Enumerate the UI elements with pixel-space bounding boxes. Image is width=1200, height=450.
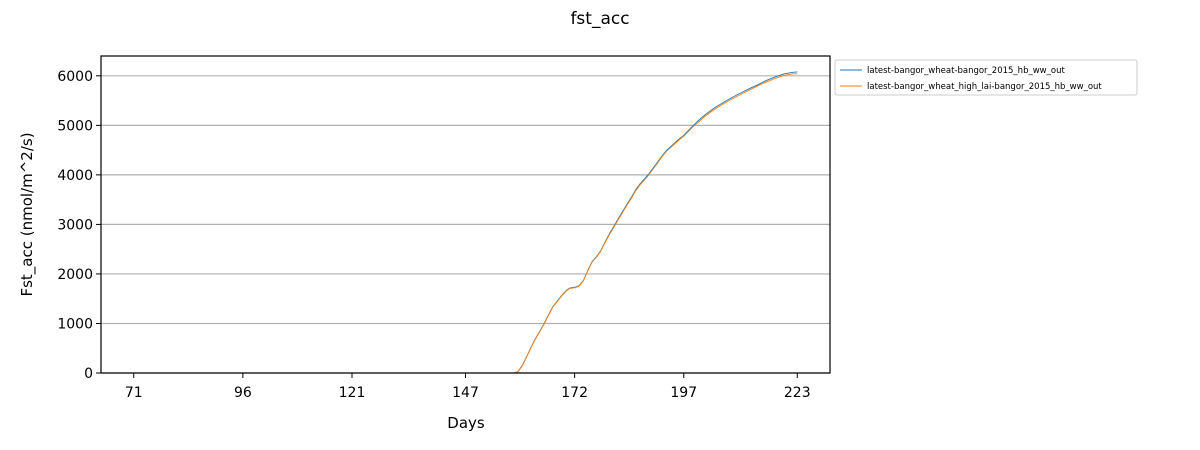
series-lines <box>133 71 798 374</box>
x-tick-label: 96 <box>234 385 252 401</box>
x-tick-label: 71 <box>125 385 143 401</box>
y-tick-label: 0 <box>84 366 93 382</box>
legend-label-1: latest-bangor_wheat-bangor_2015_hb_ww_ou… <box>867 66 1065 76</box>
y-tick-label: 6000 <box>57 69 93 85</box>
y-tick-label: 2000 <box>57 267 93 283</box>
y-axis: 0 1000 2000 3000 4000 5000 6000 <box>57 69 101 382</box>
series-line-2 <box>133 73 798 374</box>
x-tick-label: 147 <box>452 385 479 401</box>
y-tick-label: 1000 <box>57 316 93 332</box>
y-axis-label: Fst_acc (nmol/m^2/s) <box>18 132 37 296</box>
legend-box <box>834 59 1138 96</box>
x-tick-label: 121 <box>339 385 366 401</box>
x-tick-label: 223 <box>784 385 811 401</box>
x-axis: 71 96 121 147 172 197 223 <box>125 373 811 401</box>
chart-title: fst_acc <box>570 9 629 29</box>
x-tick-label: 172 <box>561 385 588 401</box>
legend-label-2: latest-bangor_wheat_high_lai-bangor_2015… <box>867 82 1102 92</box>
x-tick-label: 197 <box>670 385 697 401</box>
y-tick-label: 4000 <box>57 168 93 184</box>
x-axis-label: Days <box>447 414 485 432</box>
legend: latest-bangor_wheat-bangor_2015_hb_ww_ou… <box>834 59 1138 96</box>
y-tick-label: 3000 <box>57 217 93 233</box>
y-tick-label: 5000 <box>57 118 93 134</box>
